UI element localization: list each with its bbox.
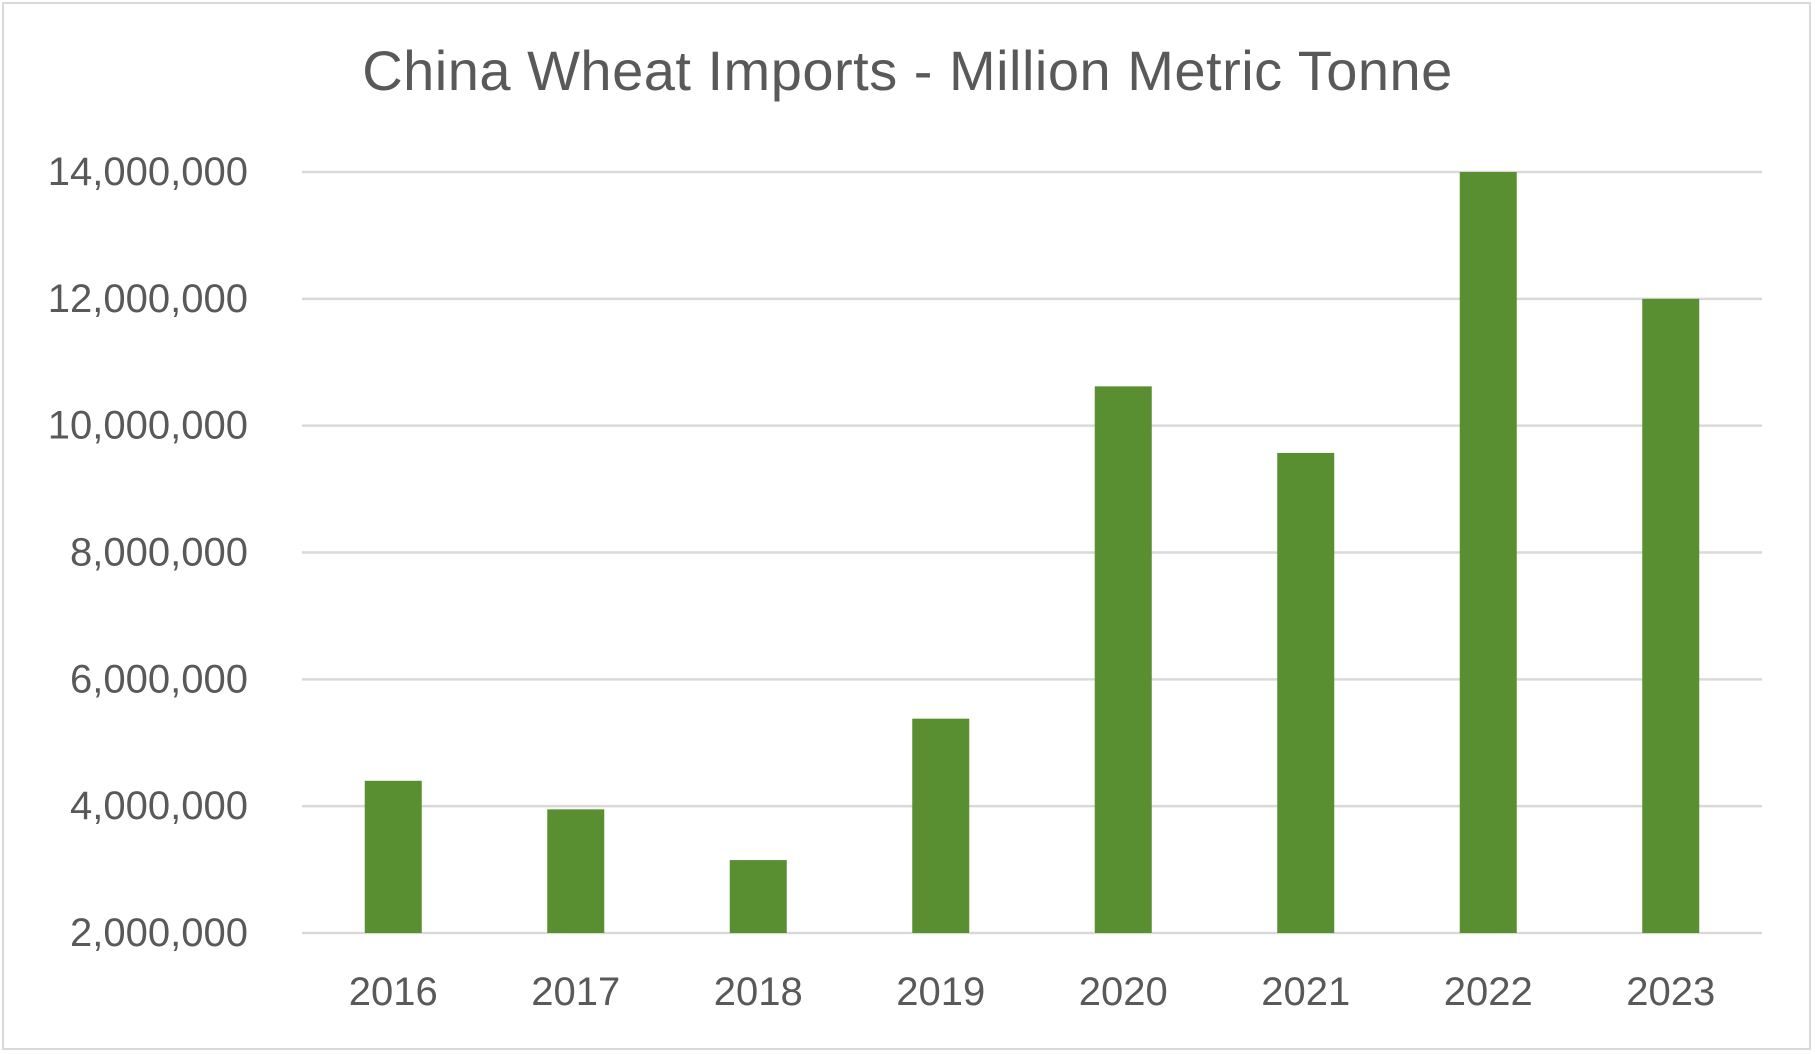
x-axis-tick-labels: 2016 2017 2018 2019 2020 2021 2022 2023: [349, 970, 1715, 1014]
x-tick-label: 2023: [1626, 970, 1715, 1014]
bar-2022: [1459, 172, 1517, 933]
bars: [364, 172, 1700, 933]
bar-2016: [364, 780, 422, 933]
bar-2018: [729, 860, 787, 933]
y-tick-label: 10,000,000: [48, 404, 248, 448]
chart-title: China Wheat Imports - Million Metric Ton…: [362, 39, 1453, 102]
bar-2023: [1642, 298, 1700, 933]
x-tick-label: 2017: [531, 970, 620, 1014]
y-tick-label: 14,000,000: [48, 150, 248, 194]
x-tick-label: 2020: [1079, 970, 1168, 1014]
bar-2020: [1094, 386, 1152, 933]
y-axis-tick-labels: 2,000,000 4,000,000 6,000,000 8,000,000 10,0…: [48, 150, 248, 955]
y-tick-label: 8,000,000: [70, 531, 248, 575]
x-tick-label: 2018: [714, 970, 803, 1014]
bar-2019: [912, 718, 970, 933]
y-tick-label: 4,000,000: [70, 784, 248, 828]
y-tick-label: 12,000,000: [48, 277, 248, 321]
x-tick-label: 2019: [896, 970, 985, 1014]
bar-2017: [547, 809, 605, 933]
y-tick-label: 2,000,000: [70, 911, 248, 955]
x-tick-label: 2022: [1444, 970, 1533, 1014]
bar-2021: [1277, 452, 1335, 933]
x-tick-label: 2021: [1261, 970, 1350, 1014]
y-tick-label: 6,000,000: [70, 657, 248, 701]
x-tick-label: 2016: [349, 970, 438, 1014]
gridlines: [302, 170, 1762, 935]
